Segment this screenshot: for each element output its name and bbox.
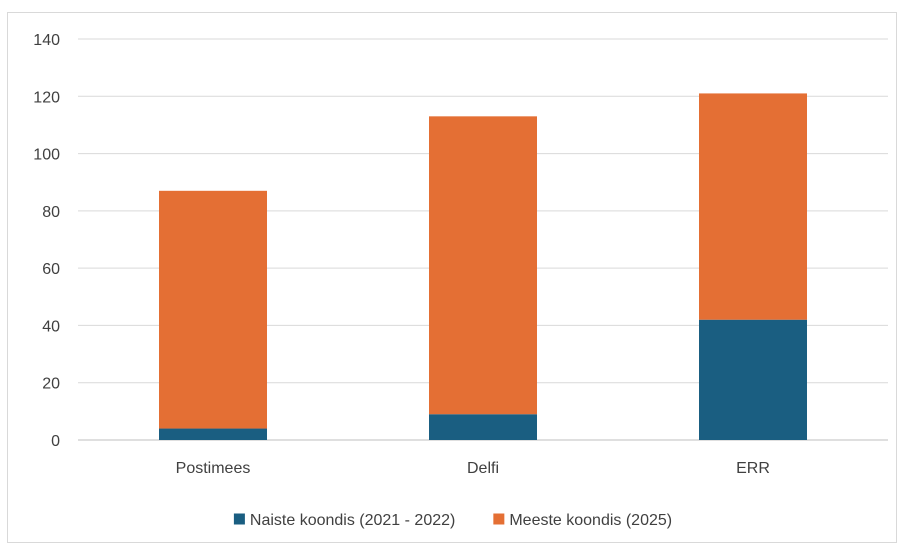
bar-meeste-postimees <box>159 190 267 429</box>
legend-swatch-naiste <box>233 513 245 525</box>
y-tick-label: 20 <box>42 376 60 393</box>
x-tick-label: Delfi <box>467 460 499 477</box>
y-tick-label: 60 <box>42 261 60 278</box>
bars <box>159 93 807 440</box>
bar-meeste-err <box>699 93 807 320</box>
y-tick-label: 0 <box>51 433 60 450</box>
y-tick-label: 140 <box>33 32 60 49</box>
legend-label: Naiste koondis (2021 - 2022) <box>250 512 455 529</box>
bar-meeste-delfi <box>429 116 537 415</box>
x-tick-label: ERR <box>736 460 770 477</box>
legend-label: Meeste koondis (2025) <box>509 512 672 529</box>
bar-naiste-delfi <box>429 414 537 440</box>
y-axis-ticks: 0 20 40 60 80 100 120 140 <box>33 32 60 450</box>
y-tick-label: 40 <box>42 318 60 335</box>
x-tick-label: Postimees <box>176 460 251 477</box>
y-tick-label: 120 <box>33 89 60 106</box>
legend-swatch-meeste <box>493 513 505 525</box>
y-tick-label: 80 <box>42 204 60 221</box>
bar-naiste-postimees <box>159 428 267 440</box>
y-tick-label: 100 <box>33 147 60 164</box>
legend: Naiste koondis (2021 - 2022) Meeste koond… <box>233 512 672 529</box>
bar-naiste-err <box>699 319 807 440</box>
x-axis-ticks: Postimees Delfi ERR <box>176 460 770 477</box>
